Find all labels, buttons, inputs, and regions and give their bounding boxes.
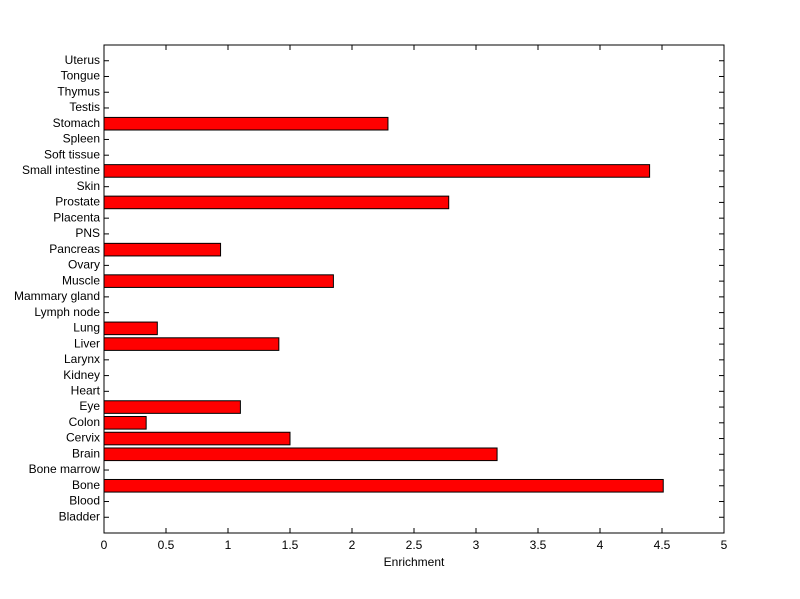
y-tick-label: Colon <box>69 415 100 429</box>
y-tick-label: Muscle <box>62 273 100 287</box>
x-tick-label: 0 <box>101 538 108 552</box>
y-tick-label: Testis <box>69 100 100 114</box>
bar <box>103 478 664 493</box>
bar <box>103 195 450 210</box>
y-tick-label: Eye <box>79 399 100 413</box>
y-tick-label: Lymph node <box>34 305 100 319</box>
x-tick-label: 5 <box>721 538 728 552</box>
bar <box>103 164 651 178</box>
bar <box>103 416 147 430</box>
bar <box>103 321 158 336</box>
x-tick-label: 3.5 <box>530 538 547 552</box>
y-tick-label: Heart <box>71 383 101 397</box>
y-tick-label: Cervix <box>66 431 100 445</box>
y-tick-label: Thymus <box>57 84 100 98</box>
y-tick-label: Uterus <box>65 53 100 67</box>
y-tick-label: Prostate <box>55 195 100 209</box>
y-tick-label: Bladder <box>59 509 100 523</box>
y-tick-label: Mammary gland <box>14 289 100 303</box>
y-tick-label: Brain <box>72 446 100 460</box>
y-tick-label: Ovary <box>68 258 100 272</box>
x-tick-label: 1.5 <box>282 538 299 552</box>
y-tick-label: Kidney <box>63 368 100 382</box>
bar <box>103 337 280 351</box>
x-tick-label: 4 <box>597 538 604 552</box>
x-tick-label: 2 <box>349 538 356 552</box>
y-tick-label: Bone <box>72 478 100 492</box>
x-tick-label: 1 <box>225 538 232 552</box>
bar <box>103 274 334 288</box>
bar <box>103 400 241 414</box>
y-tick-label: Pancreas <box>49 242 100 256</box>
y-tick-label: Bone marrow <box>29 462 101 476</box>
x-tick-label: 4.5 <box>654 538 671 552</box>
y-tick-label: Larynx <box>64 352 100 366</box>
bar <box>103 431 291 446</box>
y-tick-label: Spleen <box>63 132 100 146</box>
bar <box>103 116 389 131</box>
y-tick-label: Placenta <box>53 210 100 224</box>
y-tick-label: Liver <box>74 336 100 350</box>
y-tick-label: Stomach <box>53 116 100 130</box>
y-tick-label: Skin <box>77 179 100 193</box>
y-tick-label: PNS <box>75 226 100 240</box>
y-tick-label: Lung <box>73 321 100 335</box>
x-tick-label: 3 <box>473 538 480 552</box>
y-tick-label: Small intestine <box>22 163 100 177</box>
y-tick-label: Soft tissue <box>44 147 100 161</box>
bar <box>103 242 222 257</box>
x-tick-label: 2.5 <box>406 538 423 552</box>
bar <box>103 447 498 462</box>
y-tick-label: Blood <box>69 494 100 508</box>
y-tick-label: Tongue <box>61 69 101 83</box>
x-axis-label: Enrichment <box>384 555 445 569</box>
x-tick-label: 0.5 <box>158 538 175 552</box>
